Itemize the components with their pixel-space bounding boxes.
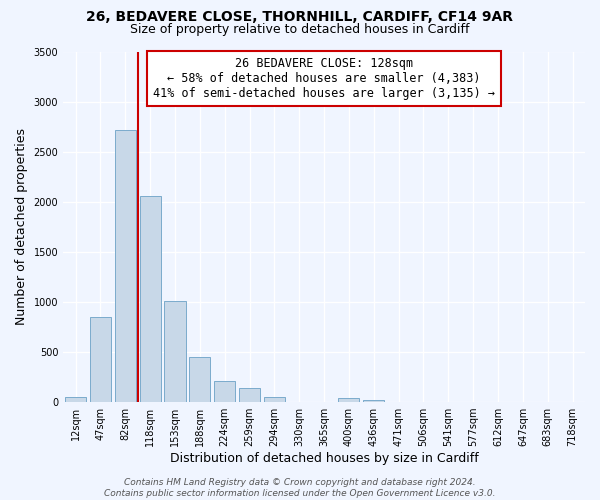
Text: 26 BEDAVERE CLOSE: 128sqm
← 58% of detached houses are smaller (4,383)
41% of se: 26 BEDAVERE CLOSE: 128sqm ← 58% of detac… bbox=[153, 57, 495, 100]
Bar bbox=[115, 130, 136, 402]
Bar bbox=[239, 388, 260, 402]
Bar bbox=[214, 380, 235, 402]
Bar bbox=[65, 396, 86, 402]
Text: Size of property relative to detached houses in Cardiff: Size of property relative to detached ho… bbox=[130, 22, 470, 36]
Text: 26, BEDAVERE CLOSE, THORNHILL, CARDIFF, CF14 9AR: 26, BEDAVERE CLOSE, THORNHILL, CARDIFF, … bbox=[86, 10, 514, 24]
Text: Contains HM Land Registry data © Crown copyright and database right 2024.
Contai: Contains HM Land Registry data © Crown c… bbox=[104, 478, 496, 498]
Bar bbox=[363, 400, 385, 402]
Bar bbox=[338, 398, 359, 402]
Bar bbox=[90, 317, 111, 402]
Bar bbox=[189, 357, 211, 402]
Y-axis label: Number of detached properties: Number of detached properties bbox=[15, 128, 28, 326]
X-axis label: Distribution of detached houses by size in Cardiff: Distribution of detached houses by size … bbox=[170, 452, 478, 465]
Bar bbox=[264, 396, 285, 402]
Bar bbox=[164, 301, 185, 402]
Bar bbox=[140, 196, 161, 402]
